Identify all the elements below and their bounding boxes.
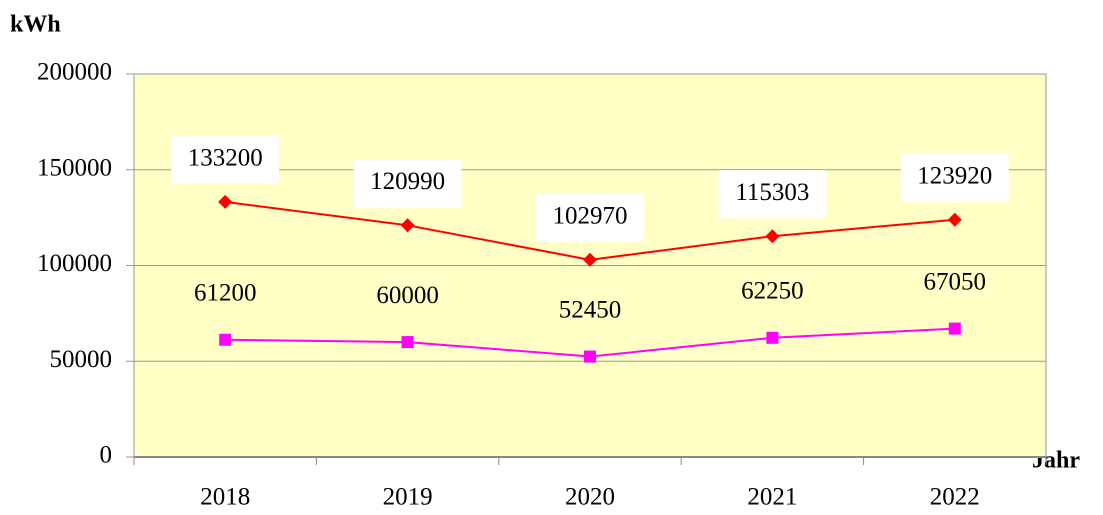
data-label: 60000 bbox=[376, 282, 439, 309]
label-box bbox=[718, 170, 827, 219]
x-tick-label: 2019 bbox=[383, 484, 433, 511]
data-label: 115303 bbox=[735, 179, 809, 206]
label-box bbox=[353, 159, 462, 208]
label-box bbox=[171, 135, 280, 184]
marker bbox=[401, 336, 414, 349]
y-tick-label: 100000 bbox=[37, 250, 112, 277]
marker bbox=[219, 333, 232, 346]
data-label: 61200 bbox=[194, 280, 257, 307]
marker bbox=[766, 331, 779, 344]
x-tick-label: 2020 bbox=[565, 484, 615, 511]
x-tick-label: 2021 bbox=[747, 484, 797, 511]
y-tick-label: 50000 bbox=[50, 346, 113, 373]
y-tick-label: 0 bbox=[100, 442, 113, 469]
y-tick-label: 150000 bbox=[37, 154, 112, 181]
x-tick-label: 2022 bbox=[930, 484, 980, 511]
data-label: 62250 bbox=[741, 278, 804, 305]
label-box bbox=[536, 193, 644, 242]
label-box bbox=[900, 153, 1009, 202]
data-label: 102970 bbox=[553, 203, 628, 230]
y-axis-title: kWh bbox=[10, 12, 61, 38]
marker bbox=[948, 322, 961, 335]
marker bbox=[583, 252, 597, 267]
data-label: 123920 bbox=[917, 162, 992, 189]
x-tick-label: 2018 bbox=[200, 484, 250, 511]
data-label: 120990 bbox=[370, 168, 445, 195]
marker bbox=[584, 350, 596, 363]
marker bbox=[400, 218, 415, 233]
data-label: 52450 bbox=[559, 296, 622, 323]
y-tick-label: 200000 bbox=[37, 59, 112, 86]
marker bbox=[765, 229, 780, 244]
marker bbox=[947, 212, 962, 227]
data-label: 133200 bbox=[188, 145, 263, 172]
data-label: 67050 bbox=[924, 268, 987, 295]
marker bbox=[218, 194, 233, 209]
